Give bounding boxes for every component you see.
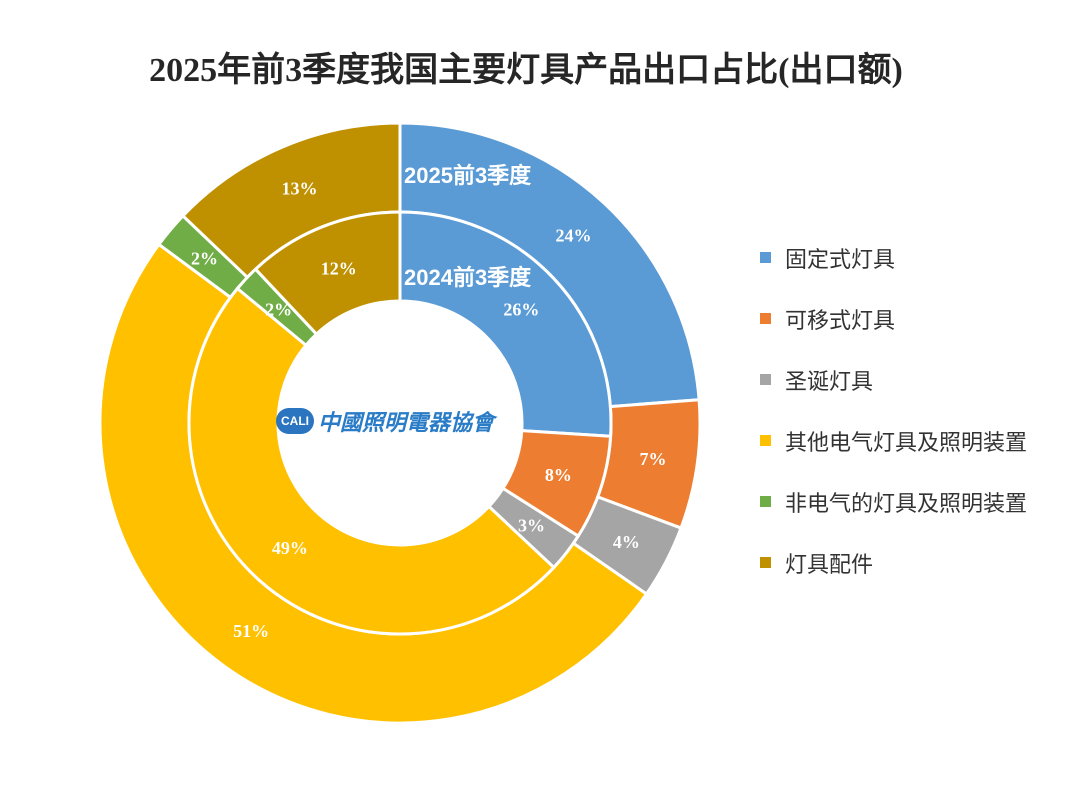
inner-ring-label-fixed-lamps: 26% [503, 299, 539, 319]
inner-ring-slice-fixed-lamps [398, 210, 613, 438]
legend-label-lamp-parts: 灯具配件 [785, 551, 874, 577]
logo-text: 中國照明電器協會 [318, 410, 495, 435]
legend-swatch-other-electric-lighting [760, 435, 771, 446]
legend-item-christmas-lamps: 圣诞灯具 [760, 349, 1060, 410]
association-logo: CALI 中國照明電器協會 [276, 404, 494, 438]
inner-ring-label-non-electric-lighting: 2% [265, 299, 292, 319]
inner-ring-series-label: 2024前3季度 [404, 265, 532, 290]
legend-item-non-electric-lighting: 非电气的灯具及照明装置 [760, 471, 1060, 532]
legend-item-fixed-lamps: 固定式灯具 [760, 227, 1060, 288]
outer-ring-label-christmas-lamps: 4% [613, 532, 640, 552]
legend-item-lamp-parts: 灯具配件 [760, 532, 1060, 593]
legend-item-portable-lamps: 可移式灯具 [760, 288, 1060, 349]
inner-ring-label-portable-lamps: 8% [545, 465, 572, 485]
inner-ring-label-other-electric-lighting: 49% [272, 538, 308, 558]
inner-ring-label-christmas-lamps: 3% [518, 515, 545, 535]
legend-label-christmas-lamps: 圣诞灯具 [785, 368, 874, 394]
inner-ring-slice-lamp-parts [254, 210, 402, 336]
legend-label-non-electric-lighting: 非电气的灯具及照明装置 [785, 490, 1028, 516]
chart-slices [98, 121, 702, 725]
chart-data-labels: 24% 7% 4% 51% 2% 13% 26% 8% 3% 49% 2% 12% [191, 178, 666, 641]
outer-ring-label-lamp-parts: 13% [281, 178, 317, 198]
legend-label-other-electric-lighting: 其他电气灯具及照明装置 [785, 429, 1028, 455]
legend-label-portable-lamps: 可移式灯具 [785, 307, 896, 333]
outer-ring-label-portable-lamps: 7% [640, 449, 667, 469]
logo-badge-icon: CALI [276, 408, 314, 434]
outer-ring-label-non-electric-lighting: 2% [191, 249, 218, 269]
legend-swatch-fixed-lamps [760, 252, 771, 263]
outer-ring-label-other-electric-lighting: 51% [233, 621, 269, 641]
legend-swatch-lamp-parts [760, 557, 771, 568]
chart-title: 2025年前3季度我国主要灯具产品出口占比(出口额) [149, 52, 903, 89]
outer-ring-label-fixed-lamps: 24% [556, 226, 592, 246]
chart-legend: 固定式灯具 可移式灯具 圣诞灯具 其他电气灯具及照明装置 非电气的灯具及照明装置… [760, 227, 1060, 593]
legend-swatch-non-electric-lighting [760, 496, 771, 507]
legend-swatch-christmas-lamps [760, 374, 771, 385]
legend-item-other-electric-lighting: 其他电气灯具及照明装置 [760, 410, 1060, 471]
legend-swatch-portable-lamps [760, 313, 771, 324]
legend-label-fixed-lamps: 固定式灯具 [785, 246, 896, 272]
outer-ring-series-label: 2025前3季度 [404, 163, 532, 188]
inner-ring-slice-other-electric-lighting [187, 287, 556, 636]
inner-ring-label-lamp-parts: 12% [321, 258, 357, 278]
